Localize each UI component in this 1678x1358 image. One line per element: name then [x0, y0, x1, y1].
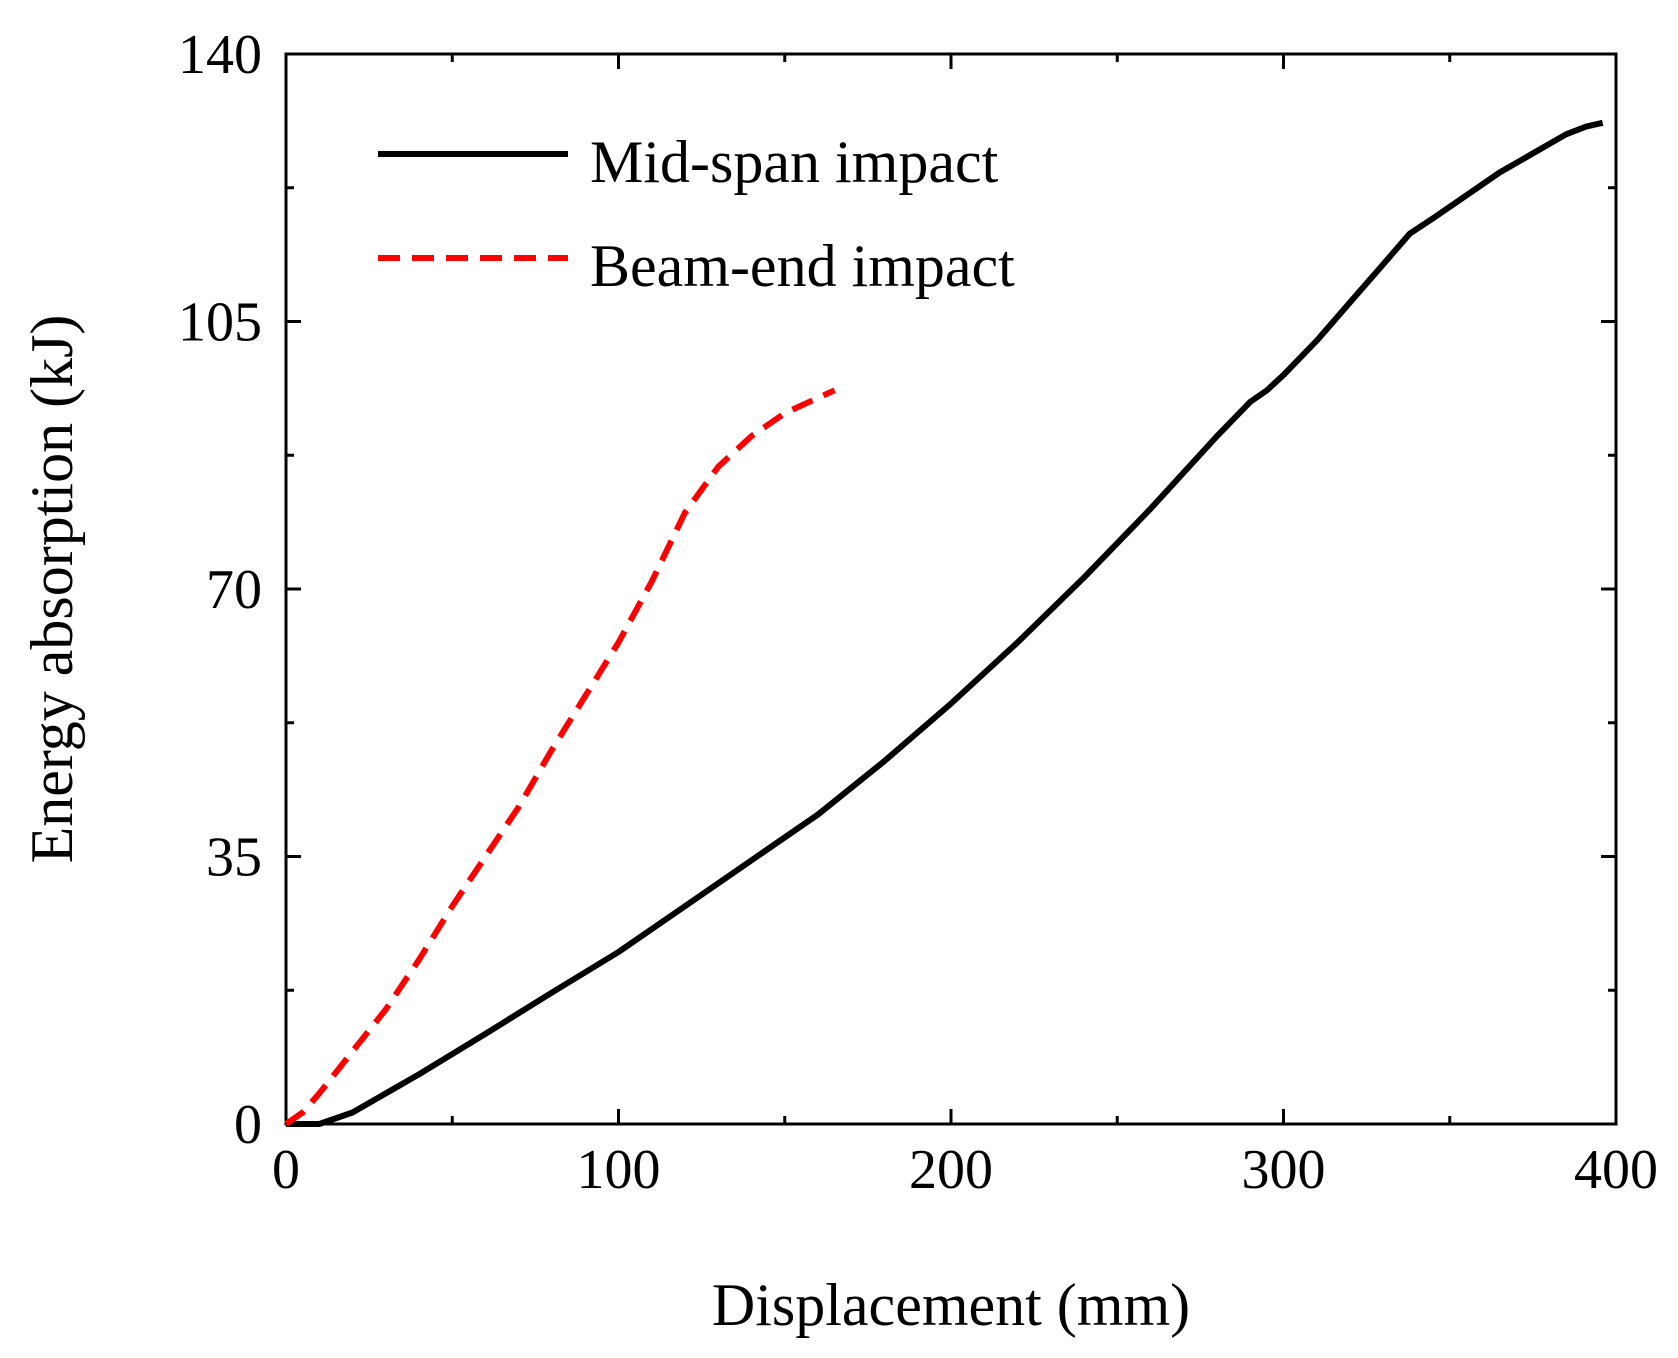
x-tick-label: 400: [1574, 1139, 1658, 1201]
x-tick-label: 300: [1242, 1139, 1326, 1201]
y-tick-label: 70: [206, 559, 262, 621]
x-tick-label: 0: [272, 1139, 300, 1201]
y-tick-label: 0: [234, 1094, 262, 1156]
y-tick-label: 35: [206, 827, 262, 889]
y-axis-title: Energy absorption (kJ): [19, 315, 85, 864]
y-tick-label: 140: [178, 24, 262, 86]
x-axis-title: Displacement (mm): [712, 1272, 1190, 1338]
y-tick-label: 105: [178, 292, 262, 354]
series-layer: [284, 119, 1604, 1127]
legend-label-beam-end: Beam-end impact: [590, 233, 1015, 299]
axis-tick-labels: 0 100 200 300 400 0 35 70 105 140: [178, 24, 1658, 1201]
series-line-beam-end: [284, 387, 836, 1127]
legend-label-mid-span: Mid-span impact: [590, 129, 999, 195]
series-line-mid-span: [286, 119, 1604, 1127]
x-tick-label: 200: [909, 1139, 993, 1201]
x-tick-label: 100: [577, 1139, 661, 1201]
axis-ticks: [284, 52, 1618, 1126]
plot-frame: [284, 52, 1618, 1126]
legend: Mid-span impact Beam-end impact: [378, 129, 1015, 299]
